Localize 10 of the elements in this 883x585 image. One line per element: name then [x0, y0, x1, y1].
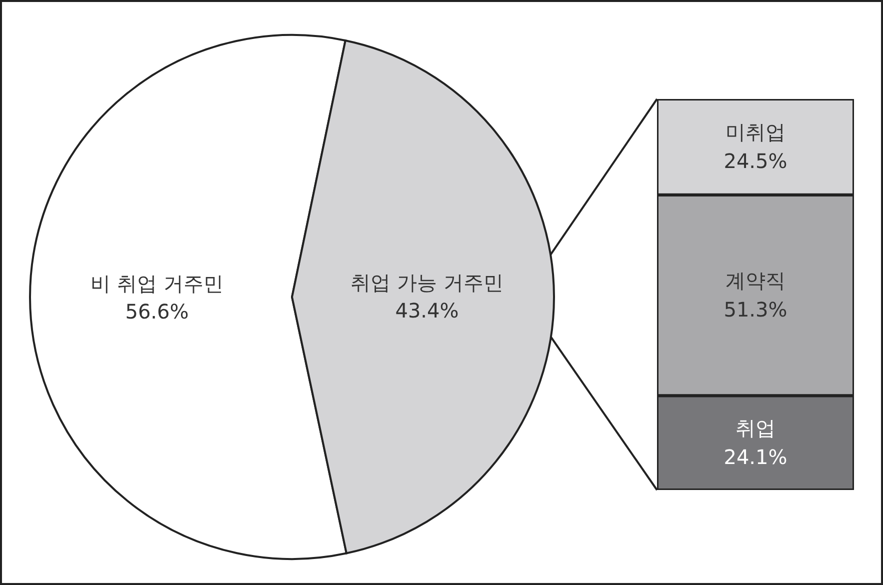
- data-label: 43.4%: [395, 298, 459, 323]
- series-label: 취업: [736, 416, 776, 440]
- slice-label: 비 취업 거주민: [90, 271, 224, 296]
- data-label: 56.6%: [125, 299, 189, 324]
- data-label: 24.1%: [724, 444, 788, 469]
- data-label: 51.3%: [724, 297, 788, 322]
- series-label: 미취업: [726, 120, 786, 144]
- slice-label: 취업 가능 거주민: [350, 270, 504, 295]
- data-label: 24.5%: [724, 148, 788, 173]
- series-label: 계약직: [726, 268, 786, 292]
